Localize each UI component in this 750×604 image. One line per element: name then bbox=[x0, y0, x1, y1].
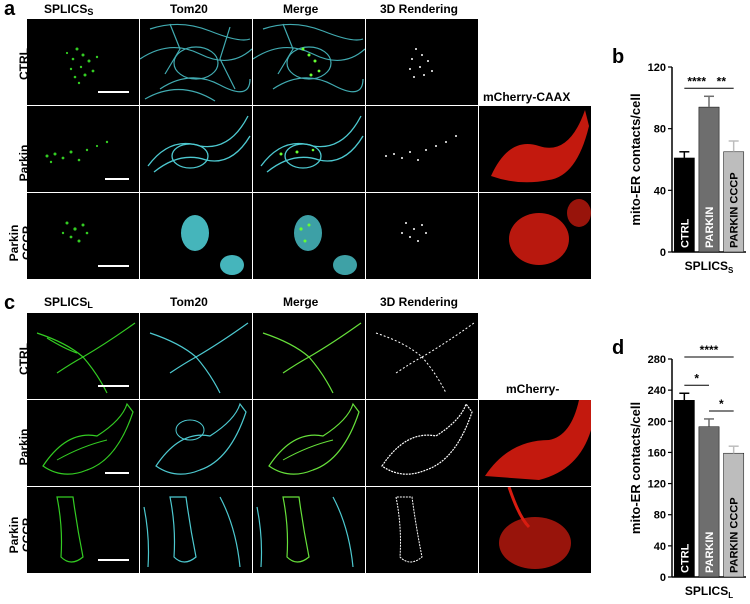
image-splics-l-ctrl bbox=[27, 313, 139, 399]
image-splics-s-parkin-cccp bbox=[27, 193, 139, 279]
image-merge-ctrl bbox=[253, 19, 365, 105]
image-3d-ctrl bbox=[366, 19, 478, 105]
image-mcherry-parkin-cccp-c bbox=[479, 487, 591, 573]
label-mcherry: mCherry- bbox=[506, 382, 560, 396]
y-tick-label: 0 bbox=[660, 247, 666, 259]
image-merge-parkin-cccp-c bbox=[253, 487, 365, 573]
y-tick-label: 120 bbox=[648, 479, 666, 491]
col-header-merge-c: Merge bbox=[283, 295, 319, 309]
chart-b-svg: 0 40 80 120 mito-ER contacts/cell CTRL PARKIN P… bbox=[628, 62, 746, 275]
scale-bar bbox=[105, 178, 129, 180]
scale-bar bbox=[98, 385, 129, 387]
image-mcherry-parkin bbox=[479, 106, 591, 192]
chart-d-svg: 0 40 80 120 160 200 240 280 mito-ER contacts/cel… bbox=[628, 343, 746, 600]
significance-label: **** bbox=[687, 74, 706, 88]
label-mcherry-caax: mCherry-CAAX bbox=[483, 90, 571, 104]
col-header-splics-s: SPLICSS bbox=[44, 2, 94, 17]
y-tick-label: 80 bbox=[654, 124, 666, 136]
y-axis-label: mito-ER contacts/cell bbox=[628, 93, 643, 225]
image-tom20-parkin-c bbox=[140, 400, 252, 486]
category-label: PARKIN CCCP bbox=[729, 172, 741, 248]
y-tick-label: 120 bbox=[648, 62, 666, 74]
image-tom20-ctrl bbox=[140, 19, 252, 105]
y-tick-label: 200 bbox=[648, 416, 666, 428]
image-splics-l-parkin bbox=[27, 400, 139, 486]
image-3d-parkin-cccp bbox=[366, 193, 478, 279]
scale-bar bbox=[98, 91, 129, 93]
col-header-tom20-c: Tom20 bbox=[170, 295, 208, 309]
image-mcherry-parkin-cccp bbox=[479, 193, 591, 279]
image-merge-parkin bbox=[253, 106, 365, 192]
image-mcherry-parkin-c bbox=[479, 400, 591, 486]
image-3d-parkin-c bbox=[366, 400, 478, 486]
col-header-merge: Merge bbox=[283, 2, 319, 16]
bar bbox=[673, 157, 695, 253]
panel-letter-c: c bbox=[4, 292, 16, 314]
image-merge-parkin-c bbox=[253, 400, 365, 486]
x-axis-label-sub: L bbox=[728, 591, 733, 599]
y-tick-label: 280 bbox=[648, 354, 666, 366]
image-tom20-ctrl-c bbox=[140, 313, 252, 399]
image-3d-parkin-cccp-c bbox=[366, 487, 478, 573]
image-tom20-parkin-cccp bbox=[140, 193, 252, 279]
y-tick-label: 40 bbox=[654, 185, 666, 197]
x-axis-label: SPLICSS bbox=[685, 259, 734, 275]
significance-label: * bbox=[719, 397, 724, 411]
scale-bar bbox=[105, 472, 129, 474]
y-tick-label: 80 bbox=[654, 510, 666, 522]
panel-letter-a: a bbox=[4, 0, 16, 20]
col-header-tom20: Tom20 bbox=[170, 2, 208, 16]
x-axis-label: SPLICSL bbox=[685, 584, 733, 599]
x-axis-label-sub: S bbox=[728, 266, 734, 275]
category-label: PARKIN bbox=[704, 532, 716, 573]
image-merge-ctrl-c bbox=[253, 313, 365, 399]
col-header-3d-rendering-c: 3D Rendering bbox=[380, 295, 459, 309]
significance-label: ** bbox=[717, 74, 727, 88]
significance-label: * bbox=[694, 371, 699, 385]
bar bbox=[723, 452, 745, 578]
significance-label: **** bbox=[700, 345, 719, 357]
category-label: PARKIN CCCP bbox=[729, 497, 741, 573]
image-3d-parkin bbox=[366, 106, 478, 192]
chart-b: 0 40 80 120 mito-ER contacts/cell CTRL PARKIN P… bbox=[600, 55, 750, 295]
y-tick-label: 160 bbox=[648, 447, 666, 459]
category-label: CTRL bbox=[679, 218, 691, 248]
panel-letter-b: b bbox=[612, 46, 625, 68]
y-axis-label: mito-ER contacts/cell bbox=[628, 402, 643, 534]
image-splics-s-parkin bbox=[27, 106, 139, 192]
chart-d: 0 40 80 120 160 200 240 280 mito-ER contacts/cel… bbox=[600, 343, 750, 600]
image-splics-l-parkin-cccp bbox=[27, 487, 139, 573]
category-label: PARKIN bbox=[704, 207, 716, 248]
image-tom20-parkin-cccp-c bbox=[140, 487, 252, 573]
col-header-3d-rendering: 3D Rendering bbox=[380, 2, 459, 16]
image-tom20-parkin bbox=[140, 106, 252, 192]
scale-bar bbox=[98, 559, 129, 561]
image-merge-parkin-cccp bbox=[253, 193, 365, 279]
y-tick-label: 40 bbox=[654, 541, 666, 553]
y-tick-label: 0 bbox=[660, 572, 666, 584]
image-splics-s-ctrl bbox=[27, 19, 139, 105]
scale-bar bbox=[98, 265, 129, 267]
image-3d-ctrl-c bbox=[366, 313, 478, 399]
y-tick-label: 240 bbox=[648, 385, 666, 397]
panel-letter-d: d bbox=[612, 337, 625, 359]
category-label: CTRL bbox=[679, 543, 691, 573]
col-header-splics-l: SPLICSL bbox=[44, 295, 93, 310]
